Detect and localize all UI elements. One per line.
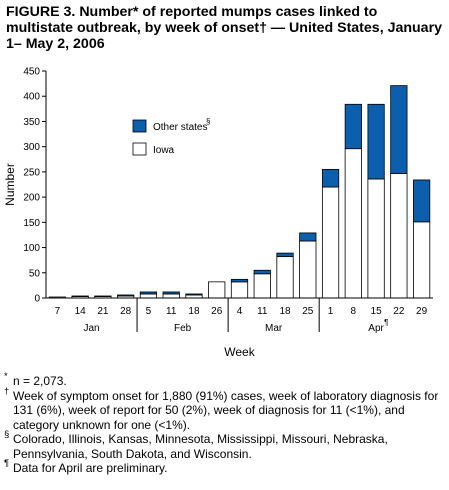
y-tick-label: 450	[23, 67, 40, 78]
bar-other-states	[230, 278, 249, 283]
month-label: Apr	[368, 323, 384, 334]
month-label: Jan	[83, 323, 99, 334]
footnote-mark: *	[4, 371, 8, 382]
bars	[48, 85, 431, 299]
footnote-text: Colorado, Illinois, Kansas, Minnesota, M…	[13, 432, 388, 461]
bar-other-states	[390, 85, 408, 174]
y-tick-label: 350	[23, 117, 40, 128]
footnote-mark: §	[4, 429, 10, 440]
x-tick-label: 18	[188, 306, 200, 317]
footnote: § Colorado, Illinois, Kansas, Minnesota, …	[4, 429, 446, 461]
footnote-text: n = 2,073.	[13, 374, 67, 388]
y-axis-title-group: Number	[3, 163, 17, 206]
x-tick-label: 7	[55, 306, 61, 317]
bar-iowa	[390, 173, 408, 299]
bar-iowa	[208, 281, 226, 299]
x-tick-label: 21	[97, 306, 109, 317]
x-tick-label: 8	[351, 306, 357, 317]
footnote-text: Week of symptom onset for 1,880 (91%) ca…	[13, 388, 439, 432]
x-tick-label: 5	[146, 306, 152, 317]
footnote: ¶ Data for April are preliminary.	[4, 458, 446, 476]
x-tick-label: 4	[237, 306, 243, 317]
footnote: † Week of symptom onset for 1,880 (91%) c…	[4, 386, 446, 433]
month-label: Mar	[265, 323, 283, 334]
bar-iowa	[253, 273, 271, 299]
x-tick-label: 14	[75, 306, 87, 317]
footnote-mark: †	[4, 385, 10, 397]
bar-other-states	[321, 168, 340, 188]
bar-iowa	[367, 178, 385, 299]
month-label: Feb	[174, 323, 192, 334]
x-tick-label: 18	[279, 306, 291, 317]
y-tick-label: 50	[29, 268, 41, 279]
legend: Other states § Iowa	[132, 117, 210, 156]
bar-other-states	[162, 291, 180, 295]
y-axis: 0 50 100 150 200 250 300 350 400 450	[23, 67, 47, 305]
bar-iowa	[162, 293, 180, 299]
y-axis-title: Number	[3, 163, 17, 206]
x-tick-label: 1	[328, 306, 334, 317]
legend-swatch-iowa	[132, 142, 147, 156]
bar-other-states	[117, 294, 135, 297]
bar-iowa	[276, 256, 294, 299]
legend-label-other-states: Other states	[153, 122, 207, 133]
y-tick-label: 300	[23, 142, 40, 153]
y-tick-label: 0	[34, 294, 40, 305]
bar-other-states	[299, 232, 317, 242]
x-tick-label: 26	[211, 306, 223, 317]
y-tick-label: 200	[23, 193, 40, 204]
bar-other-states	[94, 295, 112, 297]
x-axis-title: Week	[224, 345, 255, 359]
y-tick-label: 100	[23, 243, 40, 254]
bar-other-states	[139, 291, 158, 295]
footnote: * n = 2,073.	[4, 371, 446, 389]
bar-iowa	[230, 281, 249, 299]
bar-iowa	[344, 148, 362, 299]
x-tick-label: 15	[371, 306, 383, 317]
y-tick-label: 250	[23, 167, 40, 178]
figure-title: FIGURE 3. Number* of reported mumps case…	[6, 4, 442, 52]
bar-other-states	[276, 252, 294, 258]
bar-iowa	[413, 221, 431, 299]
bar-other-states	[185, 293, 203, 296]
x-tick-label: 11	[166, 306, 177, 317]
bar-other-states	[344, 103, 362, 150]
bar-other-states	[253, 269, 271, 275]
footnotes: * n = 2,073. † Week of symptom onset for 1…	[4, 371, 446, 476]
bar-iowa	[321, 186, 340, 299]
x-tick-label: 28	[120, 306, 132, 317]
x-tick-label: 29	[416, 306, 428, 317]
x-tick-label: 11	[257, 306, 268, 317]
y-tick-label: 400	[23, 92, 40, 103]
y-tick-label: 150	[23, 218, 40, 229]
legend-swatch-other-states	[132, 119, 147, 133]
x-tick-label: 22	[393, 306, 405, 317]
footnote-text: Data for April are preliminary.	[13, 461, 168, 475]
bar-other-states	[367, 103, 385, 180]
bar-iowa	[299, 240, 317, 299]
bar-iowa	[139, 293, 158, 299]
month-footnote-mark: ¶	[384, 318, 388, 327]
bar-other-states	[413, 179, 431, 223]
footnote-mark: ¶	[4, 458, 10, 469]
legend-label-iowa: Iowa	[153, 145, 175, 156]
x-tick-label: 25	[302, 306, 314, 317]
legend-footnote-mark: §	[206, 117, 210, 126]
bar-chart: Number Week 0 50 100 150 200 250 300 350 400 4 5 0 …	[3, 67, 433, 359]
bar-other-states	[71, 295, 89, 297]
